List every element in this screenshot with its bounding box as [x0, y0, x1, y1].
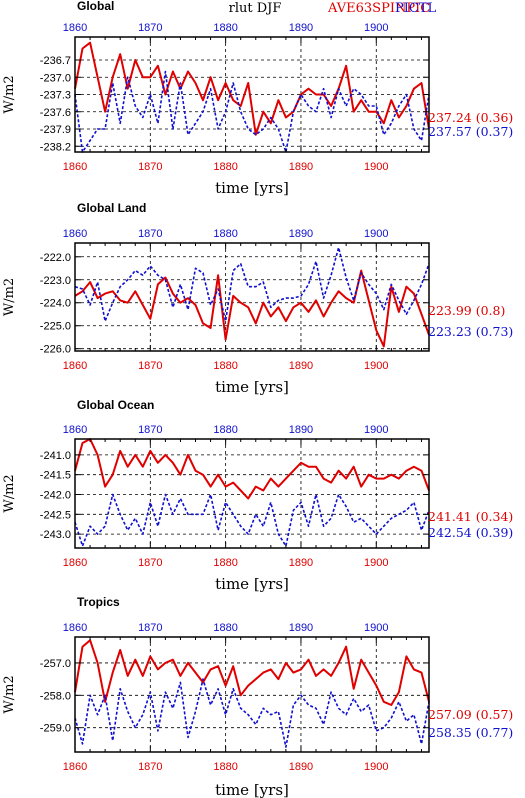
exp-annotation: 237.24 (0.36)	[428, 110, 513, 125]
y-tick-label: -237.6	[40, 107, 71, 119]
y-tick-label: -238.2	[40, 141, 71, 153]
y-axis-label: W/m2	[2, 675, 17, 713]
x-tick-label: 1880	[213, 557, 237, 569]
y-axis-label: W/m2	[2, 474, 17, 512]
plot-frame	[74, 438, 430, 549]
x-tick-label-top: 1860	[63, 228, 87, 240]
x-tick-label-top: 1890	[289, 424, 313, 436]
y-tick-label: -242.5	[40, 509, 71, 521]
x-tick-label-top: 1860	[63, 622, 87, 634]
x-tick-label: 1860	[63, 761, 87, 773]
x-tick-label: 1900	[364, 360, 388, 372]
series-line-exp	[74, 639, 430, 706]
variable-label: rlut DJF	[229, 1, 282, 16]
x-tick-label-top: 1860	[63, 424, 87, 436]
x-tick-label: 1860	[63, 557, 87, 569]
x-tick-label-top: 1900	[364, 22, 388, 34]
exp-annotation: 241.41 (0.34)	[428, 509, 513, 524]
x-tick-label-top: 1890	[289, 228, 313, 240]
x-tick-label: 1870	[138, 761, 162, 773]
series-line-ctl	[74, 246, 430, 322]
x-tick-label-top: 1870	[138, 424, 162, 436]
x-tick-label-top: 1890	[289, 22, 313, 34]
x-tick-label-top: 1880	[213, 22, 237, 34]
y-axis-label: W/m2	[2, 75, 17, 113]
panel-title: Tropics	[77, 595, 120, 609]
y-tick-label: -243.0	[40, 529, 71, 541]
ctl-annotation: 258.35 (0.77)	[428, 725, 513, 740]
series-line-exp	[74, 438, 430, 500]
y-tick-label: -258.0	[40, 690, 71, 702]
y-tick-label: -259.0	[40, 723, 71, 735]
x-tick-label: 1890	[289, 360, 313, 372]
y-tick-label: -241.5	[40, 470, 71, 482]
y-tick-label: -237.3	[40, 90, 71, 102]
ctl-annotation: 223.23 (0.73)	[428, 324, 513, 339]
x-tick-label: 1890	[289, 761, 313, 773]
x-tick-label-top: 1880	[213, 622, 237, 634]
x-tick-label: 1890	[289, 557, 313, 569]
y-tick-label: -241.0	[40, 450, 71, 462]
x-tick-label-top: 1870	[138, 22, 162, 34]
x-tick-label: 1880	[213, 360, 237, 372]
series-line-ctl	[74, 493, 430, 547]
panel-global-ocean: Global Ocean 1860 1860 1870 1870 1880 1880 1890…	[2, 398, 513, 593]
series-line-exp	[74, 269, 430, 348]
panel-title: Global Ocean	[77, 398, 154, 412]
panel-global: Global 1860 1860 1870 1870 1880 1880 1890 1890 19…	[2, 0, 513, 197]
series-line-ctl	[74, 678, 430, 748]
panels: Global 1860 1860 1870 1870 1880 1880 1890 1890 19…	[2, 0, 513, 798]
series-line-exp	[74, 41, 430, 136]
y-axis-label: W/m2	[2, 278, 17, 316]
y-tick-label: -222.0	[40, 252, 71, 264]
x-tick-label: 1860	[63, 161, 87, 173]
panel-global-land: Global Land 1860 1860 1870 1870 1880 1880 1890 1…	[2, 201, 513, 396]
x-tick-label: 1870	[138, 360, 162, 372]
x-axis-label: time [yrs]	[215, 378, 289, 396]
series-line-ctl	[74, 70, 430, 153]
x-tick-label: 1900	[364, 761, 388, 773]
ctl-annotation: 242.54 (0.39)	[428, 525, 513, 540]
x-tick-label: 1860	[63, 360, 87, 372]
x-axis-label: time [yrs]	[215, 575, 289, 593]
plot-frame	[74, 636, 430, 753]
plot-frame	[74, 242, 430, 352]
x-tick-label-top: 1900	[364, 228, 388, 240]
y-tick-label: -257.0	[40, 658, 71, 670]
y-tick-label: -223.0	[40, 275, 71, 287]
exp-annotation: 223.99 (0.8)	[428, 303, 505, 318]
y-tick-label: -242.0	[40, 489, 71, 501]
x-tick-label: 1900	[364, 557, 388, 569]
x-tick-label: 1900	[364, 161, 388, 173]
y-tick-label: -224.0	[40, 298, 71, 310]
panel-tropics: Tropics 1860 1860 1870 1870 1880 1880 1890 1890 1…	[2, 595, 513, 798]
x-tick-label: 1880	[213, 761, 237, 773]
exp-annotation: 257.09 (0.57)	[428, 707, 513, 722]
x-tick-label: 1870	[138, 161, 162, 173]
x-tick-label: 1870	[138, 557, 162, 569]
x-tick-label-top: 1900	[364, 622, 388, 634]
ctl-annotation: 237.57 (0.37)	[428, 124, 513, 139]
x-tick-label-top: 1860	[63, 22, 87, 34]
x-tick-label-top: 1890	[289, 622, 313, 634]
y-tick-label: -236.7	[40, 55, 71, 67]
x-tick-label-top: 1880	[213, 228, 237, 240]
x-tick-label: 1880	[213, 161, 237, 173]
x-tick-label-top: 1880	[213, 424, 237, 436]
panel-title: Global	[77, 0, 114, 13]
panel-title: Global Land	[77, 201, 146, 215]
x-tick-label-top: 1900	[364, 424, 388, 436]
y-tick-label: -237.9	[40, 124, 71, 136]
x-tick-label: 1890	[289, 161, 313, 173]
model-label: AVE63SPINPIC	[327, 1, 430, 16]
x-axis-label: time [yrs]	[215, 179, 289, 197]
ctl-label: PICTL	[395, 1, 437, 16]
y-tick-label: -237.0	[40, 72, 71, 84]
x-tick-label-top: 1870	[138, 228, 162, 240]
y-tick-label: -226.0	[40, 344, 71, 356]
y-tick-label: -225.0	[40, 321, 71, 333]
x-axis-label: time [yrs]	[215, 781, 289, 798]
x-tick-label-top: 1870	[138, 622, 162, 634]
